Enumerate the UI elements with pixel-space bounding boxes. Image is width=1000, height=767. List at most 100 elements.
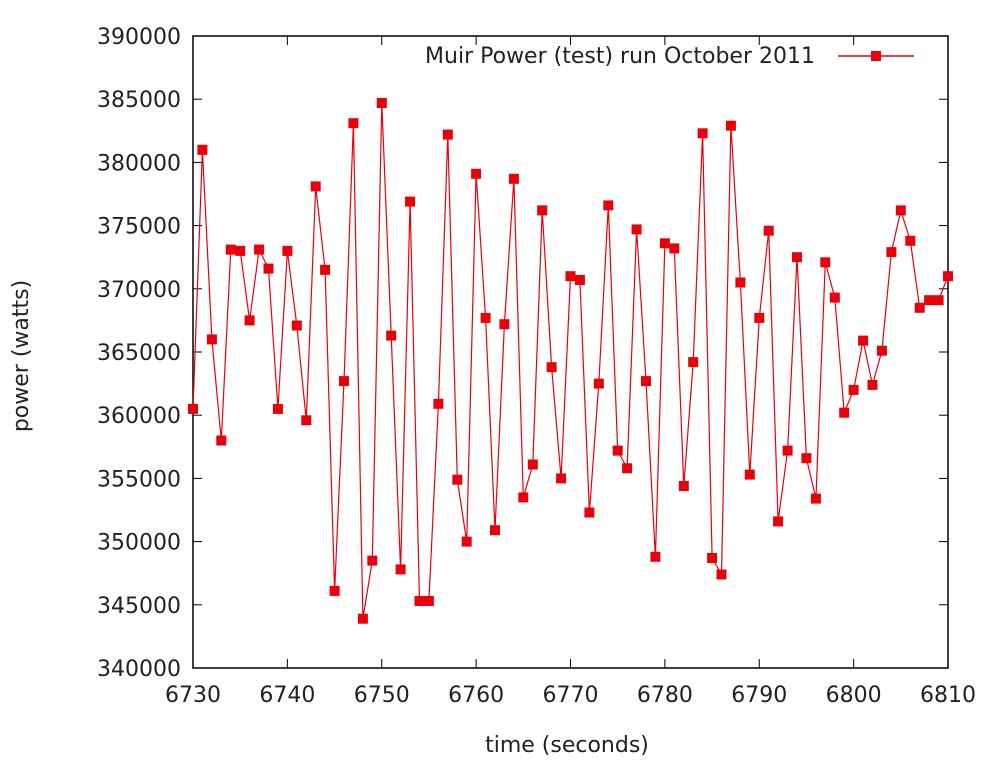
data-point — [565, 271, 576, 282]
data-point — [461, 536, 472, 547]
data-point — [405, 196, 416, 207]
data-point — [886, 247, 897, 258]
data-point — [867, 379, 878, 390]
data-point — [839, 407, 850, 418]
data-point — [735, 277, 746, 288]
data-point — [499, 319, 510, 330]
data-point — [905, 235, 916, 246]
data-point — [574, 275, 585, 285]
data-point — [782, 445, 793, 456]
data-point — [659, 238, 670, 249]
data-point — [829, 292, 840, 303]
data-point — [725, 120, 736, 131]
data-point — [339, 376, 349, 387]
data-point — [423, 596, 434, 606]
data-point — [924, 295, 935, 306]
data-point — [244, 315, 255, 326]
data-point — [584, 507, 595, 518]
data-point — [471, 168, 482, 179]
data-point — [914, 302, 925, 313]
data-point — [310, 181, 321, 192]
y-tick-label: 370000 — [97, 278, 181, 303]
y-tick-label: 340000 — [97, 657, 181, 682]
data-point — [348, 118, 359, 129]
data-point — [773, 516, 784, 527]
data-point — [895, 205, 906, 216]
data-point — [386, 330, 397, 341]
data-point — [707, 553, 718, 563]
legend-entry-label: Muir Power (test) run October 2011 — [425, 44, 815, 69]
data-point — [301, 415, 312, 426]
data-point — [593, 378, 604, 389]
y-axis-title: power (watts) — [9, 280, 34, 432]
x-axis-title: time (seconds) — [485, 733, 649, 758]
y-tick-label: 380000 — [97, 151, 181, 176]
data-point — [943, 271, 953, 282]
data-point — [603, 200, 614, 211]
y-tick-label: 355000 — [97, 467, 181, 492]
data-point — [678, 481, 689, 491]
data-point — [556, 473, 567, 484]
data-point — [414, 596, 425, 606]
data-point — [329, 585, 340, 596]
data-point — [792, 252, 802, 263]
data-point — [282, 245, 293, 256]
data-point — [858, 335, 869, 346]
data-point — [622, 463, 633, 474]
data-point — [744, 469, 755, 480]
data-point — [527, 459, 538, 470]
series-markers — [188, 98, 953, 624]
data-point — [546, 362, 557, 373]
data-point — [272, 403, 283, 414]
data-point — [291, 320, 302, 331]
data-point — [357, 613, 368, 624]
data-point — [933, 295, 944, 306]
data-point — [197, 144, 208, 155]
x-tick-label: 6800 — [826, 683, 882, 708]
data-point — [442, 129, 453, 140]
data-point — [235, 245, 246, 256]
data-point — [433, 398, 444, 409]
data-point — [810, 493, 821, 504]
data-point — [716, 569, 727, 580]
data-point — [395, 564, 406, 575]
data-point — [876, 345, 887, 356]
y-tick-label: 350000 — [97, 531, 181, 556]
data-point — [452, 474, 463, 485]
data-point — [537, 205, 548, 216]
data-point — [367, 555, 378, 566]
data-point — [631, 224, 642, 235]
data-point — [263, 263, 274, 274]
data-point — [225, 244, 236, 255]
data-point — [188, 403, 198, 414]
plot-frame — [192, 35, 949, 669]
data-point — [376, 98, 387, 108]
x-tick-label: 6730 — [165, 683, 221, 708]
data-point — [650, 551, 661, 562]
y-tick-label: 365000 — [97, 341, 181, 366]
y-tick-label: 375000 — [97, 215, 181, 240]
y-tick-label: 390000 — [97, 25, 181, 50]
data-point — [801, 453, 812, 464]
x-tick-label: 6790 — [731, 683, 787, 708]
y-tick-label: 385000 — [97, 88, 181, 113]
tick-labels: 6730 6740 6750 6760 6770 6780 6790 6800 6810 3400… — [97, 25, 976, 708]
x-tick-label: 6810 — [920, 683, 976, 708]
data-point — [641, 376, 651, 387]
data-point — [480, 312, 491, 323]
y-tick-label: 345000 — [97, 594, 181, 619]
data-point — [820, 257, 831, 268]
data-point — [206, 334, 217, 345]
data-point — [669, 243, 680, 254]
data-point — [320, 264, 331, 275]
x-tick-label: 6750 — [354, 683, 410, 708]
x-tick-label: 6780 — [637, 683, 693, 708]
data-point — [697, 128, 708, 139]
data-point — [518, 492, 529, 503]
axis-ticks — [192, 35, 949, 669]
y-tick-label: 360000 — [97, 404, 181, 429]
legend-marker-sample — [871, 51, 881, 61]
x-tick-label: 6770 — [543, 683, 599, 708]
data-point — [754, 312, 765, 323]
x-tick-label: 6740 — [259, 683, 315, 708]
